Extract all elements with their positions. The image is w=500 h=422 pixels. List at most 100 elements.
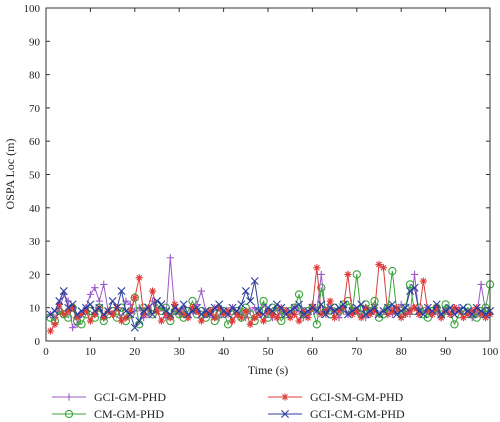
data-point — [339, 304, 348, 312]
data-point — [228, 303, 237, 312]
data-point — [428, 307, 437, 316]
data-point — [126, 310, 135, 319]
data-point — [383, 303, 392, 312]
data-point — [228, 317, 237, 325]
data-point — [472, 303, 481, 312]
data-point — [131, 294, 139, 302]
data-point — [144, 303, 153, 312]
data-point — [388, 307, 396, 315]
y-tick-label: 20 — [29, 269, 41, 281]
data-point — [357, 300, 366, 309]
data-point — [64, 297, 72, 305]
data-point — [317, 270, 325, 278]
data-point — [86, 290, 94, 298]
data-point — [68, 300, 77, 309]
data-point — [335, 303, 344, 312]
y-axis-title: OSPA Loc (m) — [3, 139, 17, 210]
data-point — [481, 314, 490, 322]
data-point — [188, 307, 197, 316]
x-tick-label: 90 — [440, 346, 452, 358]
data-point — [99, 310, 108, 319]
data-point — [180, 310, 188, 318]
data-point — [459, 314, 467, 322]
data-point — [419, 310, 428, 319]
data-point — [55, 300, 63, 308]
data-point — [179, 300, 188, 309]
data-point — [73, 310, 82, 319]
data-point — [326, 303, 335, 312]
data-point — [450, 304, 459, 312]
y-tick-label: 30 — [29, 236, 41, 248]
data-point — [237, 314, 245, 322]
data-point — [170, 303, 179, 312]
data-point — [353, 307, 361, 315]
data-point — [406, 287, 415, 296]
data-point — [317, 283, 326, 292]
legend-item: GCI-CM-GM-PHD — [268, 407, 405, 421]
data-point — [233, 310, 241, 318]
data-point — [232, 307, 241, 316]
data-point — [375, 260, 383, 269]
data-point — [348, 307, 357, 316]
x-tick-label: 50 — [263, 346, 275, 358]
plot-marks — [46, 254, 495, 335]
data-point — [139, 307, 148, 316]
data-point — [259, 296, 268, 306]
data-point — [477, 280, 485, 288]
data-point — [437, 310, 446, 319]
data-point — [82, 307, 90, 315]
data-point — [135, 274, 143, 282]
data-point — [184, 310, 193, 319]
data-point — [432, 300, 441, 309]
data-point — [313, 264, 321, 272]
data-point — [91, 310, 99, 318]
data-point — [50, 307, 59, 316]
data-point — [126, 307, 134, 315]
y-tick-label: 70 — [29, 103, 41, 115]
data-point — [242, 307, 250, 315]
data-point — [463, 307, 472, 316]
data-point — [135, 317, 144, 326]
data-point — [255, 310, 263, 318]
data-point — [357, 314, 365, 322]
data-point — [384, 310, 392, 318]
data-point — [415, 310, 423, 318]
data-point — [121, 307, 130, 316]
data-point — [223, 320, 233, 329]
data-point — [117, 287, 126, 296]
data-point — [192, 303, 201, 312]
data-point — [481, 310, 490, 319]
data-point — [157, 300, 166, 309]
x-axis-title: Time (s) — [248, 363, 289, 377]
data-point — [166, 314, 174, 322]
data-point — [130, 323, 139, 332]
axis-ticks: 0 10 20 30 40 50 60 70 80 90 100 0 10 20 30 40 50 60 70 80 9… — [24, 3, 499, 358]
y-tick-label: 80 — [29, 70, 41, 82]
data-point — [251, 314, 259, 322]
data-point — [344, 270, 352, 278]
data-point — [464, 310, 472, 318]
data-point — [122, 314, 130, 322]
x-tick-label: 20 — [129, 346, 141, 358]
data-point — [157, 317, 166, 325]
data-point — [281, 310, 290, 319]
data-point — [219, 307, 228, 316]
data-point — [405, 280, 415, 289]
data-point — [348, 310, 356, 318]
data-point — [286, 314, 294, 322]
y-tick-label: 90 — [29, 36, 41, 48]
x-tick-label: 40 — [218, 346, 230, 358]
data-point — [308, 303, 317, 312]
data-point — [450, 310, 459, 319]
data-point — [117, 317, 126, 325]
data-point — [64, 307, 72, 315]
legend-label: GCI-GM-PHD — [94, 390, 166, 404]
data-point — [370, 307, 379, 315]
data-point — [184, 314, 192, 322]
data-point — [60, 310, 68, 318]
data-point — [153, 297, 161, 306]
data-point — [299, 310, 308, 319]
data-point — [366, 307, 375, 316]
data-point — [295, 300, 304, 309]
x-tick-label: 100 — [482, 346, 499, 358]
